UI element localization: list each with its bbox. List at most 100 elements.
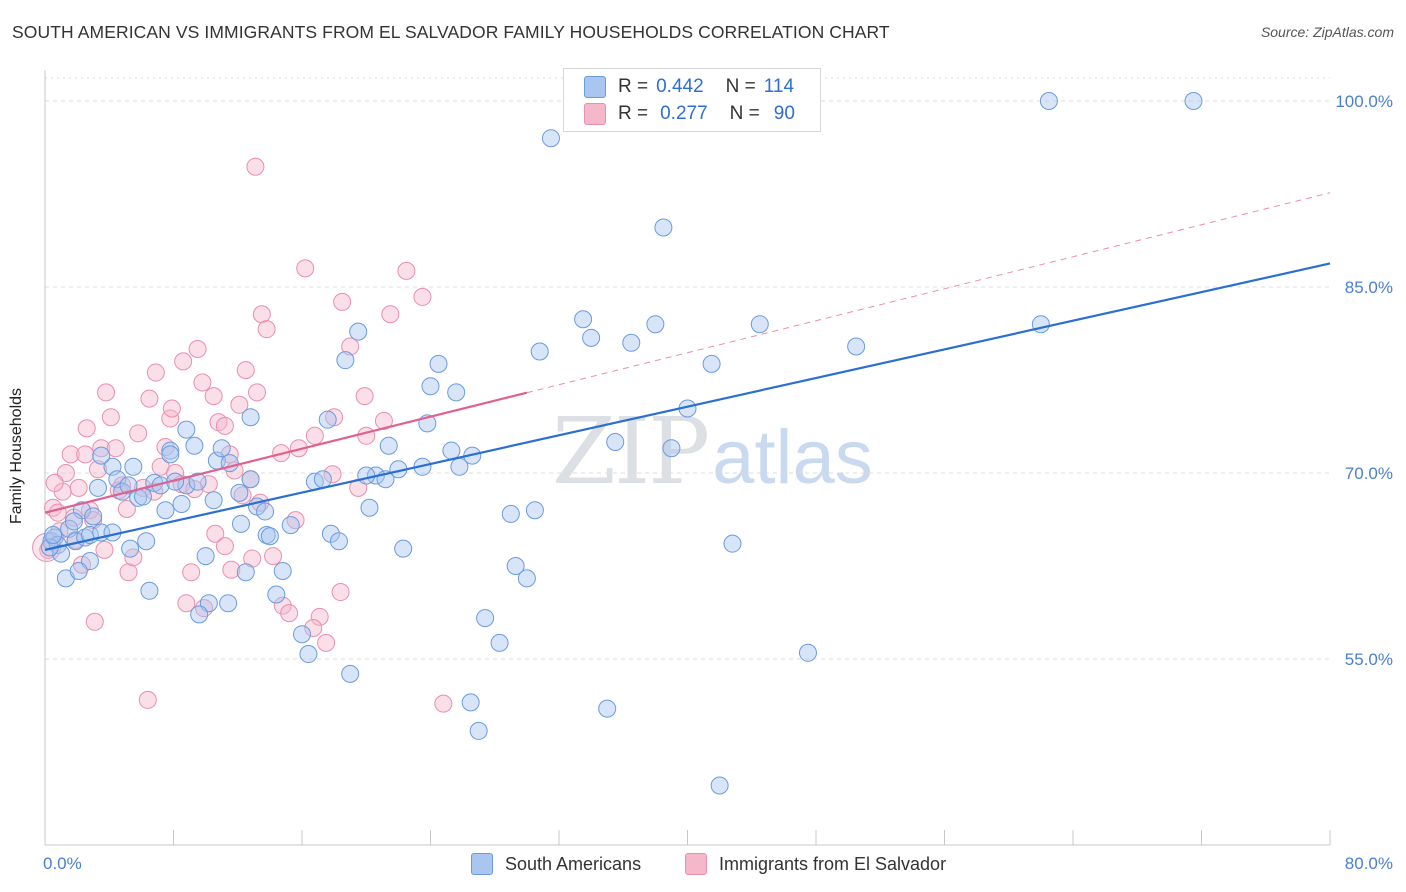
legend-row-south-americans: R = 0.442 N = 114 [584,75,794,99]
data-point-south-american [212,439,231,458]
y-tick-label: 85.0% [1345,278,1393,297]
bottom-legend-swatch-blue [471,853,493,875]
data-point-south-american [119,476,138,495]
data-point-south-american [598,699,617,718]
data-point-el-salvador [323,465,342,484]
data-point-south-american [44,526,63,544]
bottom-legend-el-salvador: Immigrants from El Salvador [685,851,946,877]
bottom-legend-label: South Americans [505,853,642,874]
legend-n-label: N = [729,103,760,124]
data-point-south-american [582,328,601,347]
data-point-south-american [318,410,337,429]
data-point-el-salvador [280,604,299,623]
data-point-el-salvador [85,612,104,631]
data-point-el-salvador [357,426,376,445]
data-point-south-american [121,539,140,558]
data-point-el-salvador [222,560,241,579]
data-point-south-american [299,645,318,664]
data-point-el-salvador [188,340,207,358]
data-point-south-american [622,333,641,352]
data-point-el-salvador [413,287,432,306]
data-point-south-american [517,569,536,588]
legend-n-value: 114 [763,76,795,97]
data-point-south-american [421,377,440,396]
data-point-el-salvador [106,439,125,458]
watermark-atlas: atlas [712,415,873,500]
data-point-el-salvador [230,395,249,414]
bottom-legend-swatch-pink [685,853,707,875]
data-point-south-american [241,408,260,427]
axes [44,70,1331,846]
data-point-el-salvador [174,352,193,371]
data-point-el-salvador [195,599,214,618]
legend-row-el-salvador: R = 0.277 N = 90 [584,102,795,126]
data-point-el-salvador [95,540,114,559]
data-point-south-american [69,561,88,580]
data-point-south-american [336,351,355,370]
data-point-el-salvador [119,563,138,582]
data-point-south-american [750,315,769,334]
data-point-el-salvador [355,387,374,406]
legend-r-label: R = [618,76,649,97]
data-point-el-salvador [97,383,116,402]
trend-lines [44,192,1331,551]
data-point-el-salvador [92,439,111,458]
data-point-south-american [442,441,461,460]
data-point-el-salvador [257,320,276,339]
data-point-south-american [447,383,466,402]
data-point-south-american [196,547,215,566]
data-point-south-american [64,512,83,531]
data-point-el-salvador [101,408,120,427]
data-point-el-salvador [199,475,218,494]
data-point-el-salvador [117,499,136,518]
data-point-el-salvador [215,416,234,435]
data-point-south-american [360,498,379,517]
bottom-legend-label: Immigrants from El Salvador [719,853,947,874]
data-point-south-american [140,581,159,600]
data-point-south-american [84,507,103,526]
data-point-el-salvador [45,473,64,492]
data-point-south-american [654,218,673,237]
data-point-south-american [241,470,260,489]
data-point-el-salvador [138,690,157,709]
data-point-south-american [172,495,191,513]
data-point-south-american [379,436,398,455]
data-point-el-salvador [252,305,271,324]
data-point-south-american [313,470,332,489]
legend-swatch-blue [584,76,606,98]
data-point-el-salvador [77,419,96,438]
legend-swatch-pink [584,103,606,125]
data-point-el-salvador [89,460,108,479]
data-point-south-american [702,354,721,373]
data-point-south-american [506,557,525,575]
data-point-el-salvador [397,261,416,280]
data-point-el-salvador [273,596,292,615]
data-point-south-american [646,315,665,334]
data-point-el-salvador [341,337,360,356]
source-credit: Source: ZipAtlas.com [1260,24,1394,40]
data-point-south-american [461,693,480,712]
data-point-south-american [541,129,560,148]
data-point-south-american [52,544,71,563]
data-point-el-salvador [305,426,324,445]
data-point-south-american [137,532,156,551]
data-point-el-salvador [146,363,165,382]
data-point-el-salvador [129,424,148,443]
data-point-south-american [281,516,300,535]
data-point-el-salvador [286,511,305,530]
correlation-legend: R = 0.442 N = 114 R = 0.277 N = 90 [563,68,821,132]
data-point-el-salvador [233,486,252,505]
bottom-legend-south-americans: South Americans [471,851,641,877]
data-point-south-american [80,552,99,571]
x-tick-labels: 0.0% 80.0% [43,854,1393,873]
data-point-el-salvador [206,524,225,543]
data-point-south-american [185,436,204,455]
y-tick-labels: 55.0% 70.0% 85.0% 100.0% [1335,92,1393,669]
data-point-south-american [1039,92,1058,110]
series-south-american-points [40,92,1203,795]
data-point-south-american [662,439,681,458]
legend-r-value: 0.442 [656,76,704,97]
data-point-el-salvador [182,563,201,582]
y-tick-label: 70.0% [1345,464,1393,483]
data-point-el-salvador [264,547,283,566]
